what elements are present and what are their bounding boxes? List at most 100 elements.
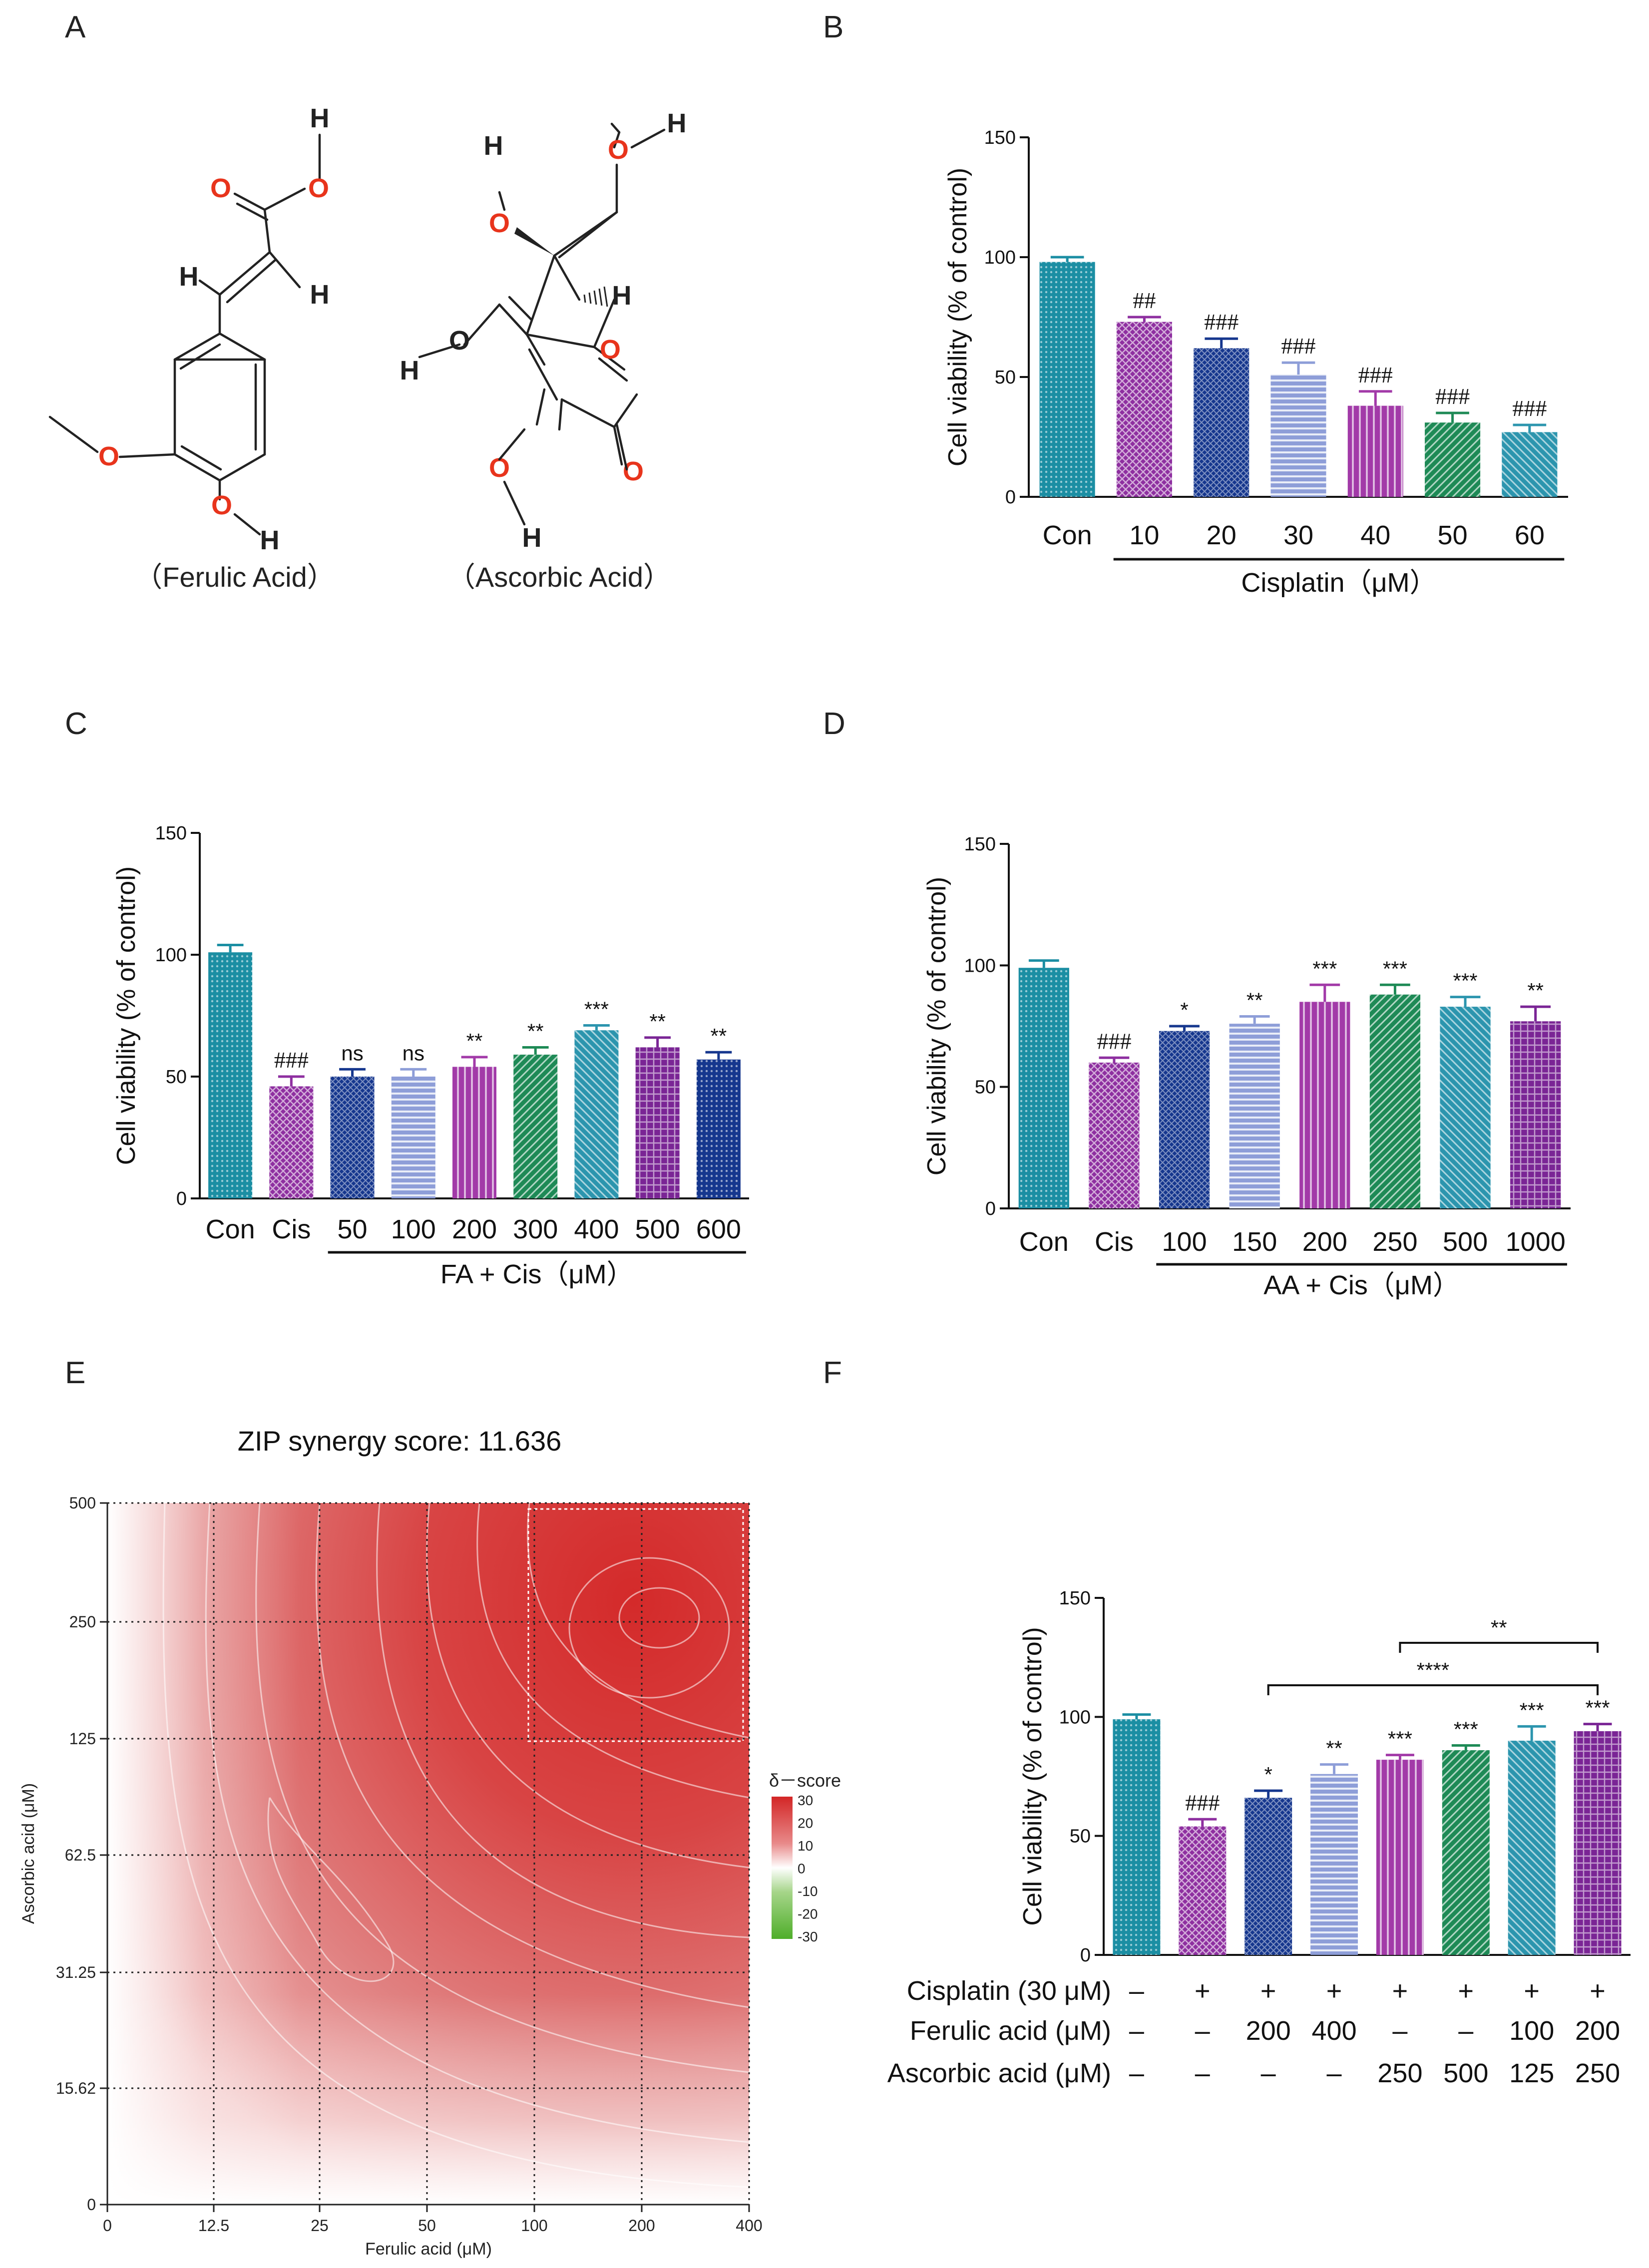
bond (226, 258, 277, 304)
significance-label: ** (1326, 1737, 1342, 1760)
hydrogen-atom: H (667, 108, 687, 138)
y-tick-label: 0 (1080, 1945, 1091, 1966)
bar-pattern (635, 1047, 680, 1198)
y-tick-label: 100 (155, 945, 187, 966)
bar-pattern (1440, 1007, 1491, 1208)
significance-label: ## (1133, 288, 1156, 313)
significance-label: ** (466, 1029, 483, 1053)
oxygen-atom: O (98, 441, 119, 471)
table-cell: + (1260, 1976, 1276, 2006)
category-label: 600 (696, 1214, 741, 1244)
category-label: 250 (1372, 1227, 1417, 1257)
panel-label-c: C (65, 707, 87, 741)
significance-label: ** (649, 1010, 666, 1033)
bar-pattern (696, 1059, 741, 1198)
chart-c-fa-cis: 0 50 100 150 Cell viability (% of control) Co… (112, 823, 749, 1289)
y-tick-label: 62.5 (65, 1846, 96, 1864)
category-label: 200 (1302, 1227, 1347, 1257)
bracket-label: ** (1491, 1616, 1507, 1639)
bond (218, 453, 266, 482)
significance-label: ### (1281, 333, 1316, 359)
significance-label: *** (1312, 957, 1337, 980)
panel-label-e: E (65, 1356, 85, 1390)
oxygen-atom: O (623, 456, 644, 486)
bond (173, 332, 221, 361)
heatmap-contours (162, 1503, 750, 2188)
bond (593, 346, 626, 371)
bond (525, 254, 556, 336)
bond (553, 254, 581, 301)
bond (173, 453, 221, 482)
significance-label: ** (527, 1019, 544, 1043)
group-label: FA + Cis（μM） (440, 1259, 634, 1289)
hydrogen-atom: H (522, 523, 542, 553)
chart-b-cisplatin-dose: 0 50 100 150 Cell viability (% of control) Co… (943, 127, 1568, 598)
oxygen-atom: O (210, 173, 231, 203)
y-tick-label: 0 (87, 2196, 96, 2214)
category-label: Con (1043, 520, 1092, 550)
x-tick-label: 50 (418, 2217, 436, 2235)
category-label: 20 (1207, 520, 1237, 550)
y-tick-label: 250 (69, 1613, 96, 1631)
bar-pattern (1229, 1024, 1280, 1208)
bond (118, 453, 176, 458)
table-cell: + (1326, 1976, 1342, 2006)
y-axis-label: Cell viability (% of control) (922, 877, 951, 1175)
oxygen-atom: O (211, 490, 232, 520)
table-cell: – (1458, 2016, 1473, 2046)
category-label: Cis (272, 1214, 311, 1244)
table-cell: 250 (1575, 2058, 1620, 2088)
bar-pattern (574, 1030, 619, 1198)
bond (233, 192, 266, 211)
table-row-label: Ferulic acid (μM) (910, 2016, 1111, 2046)
significance-label: * (1180, 998, 1188, 1022)
panel-label-b: B (823, 10, 843, 44)
bond (418, 343, 461, 359)
bond (180, 445, 222, 471)
category-label: 500 (1443, 1227, 1488, 1257)
bond (218, 251, 271, 296)
bond (263, 187, 306, 211)
bond (593, 298, 616, 349)
table-cell: 200 (1575, 2016, 1620, 2046)
category-label: 100 (391, 1214, 436, 1244)
table-cell: + (1458, 1976, 1474, 2006)
y-tick-label: 50 (166, 1067, 187, 1088)
y-tick-label: 125 (69, 1730, 96, 1748)
group-label: Cisplatin（μM） (1241, 568, 1436, 598)
oxygen-atom: O (489, 453, 510, 483)
bar-pattern (391, 1077, 435, 1198)
bond (48, 415, 99, 453)
heatmap-ticks: 0 12.5 25 50 100 200 400 0 15.62 31.25 62.5 125 250 5… (56, 1494, 763, 2235)
y-tick-label: 15.62 (56, 2079, 96, 2097)
bond (236, 202, 269, 221)
table-cell: – (1129, 2016, 1144, 2046)
legend-tick-label: 10 (798, 1838, 813, 1854)
bond (463, 303, 501, 346)
significance-label: *** (1383, 957, 1407, 980)
category-label: 50 (1438, 520, 1468, 550)
bond (610, 122, 621, 134)
y-tick-label: 0 (176, 1188, 187, 1209)
significance-label: *** (584, 998, 609, 1021)
table-cell: 400 (1312, 2016, 1357, 2046)
x-tick-label: 0 (103, 2217, 112, 2235)
category-label: 500 (635, 1214, 680, 1244)
oxygen-atom: O (600, 335, 621, 365)
category-label: 150 (1232, 1227, 1277, 1257)
peak-region-box (527, 1508, 744, 1742)
bar-pattern (513, 1055, 558, 1198)
significance-label: ### (1204, 309, 1238, 335)
table-cell: – (1129, 1976, 1144, 2006)
y-tick-label: 150 (964, 834, 996, 855)
y-axis-label: Cell viability (% of control) (1018, 1627, 1047, 1925)
significance-label: ns (403, 1041, 424, 1065)
y-tick-label: 100 (1059, 1707, 1091, 1728)
x-tick-label: 25 (311, 2217, 329, 2235)
bar-pattern (452, 1067, 496, 1198)
legend-tick-label: -10 (798, 1884, 818, 1899)
bar-pattern (1442, 1750, 1490, 1955)
y-tick-label: 500 (69, 1494, 96, 1512)
significance-label: *** (1454, 1718, 1478, 1741)
bond (553, 211, 618, 257)
